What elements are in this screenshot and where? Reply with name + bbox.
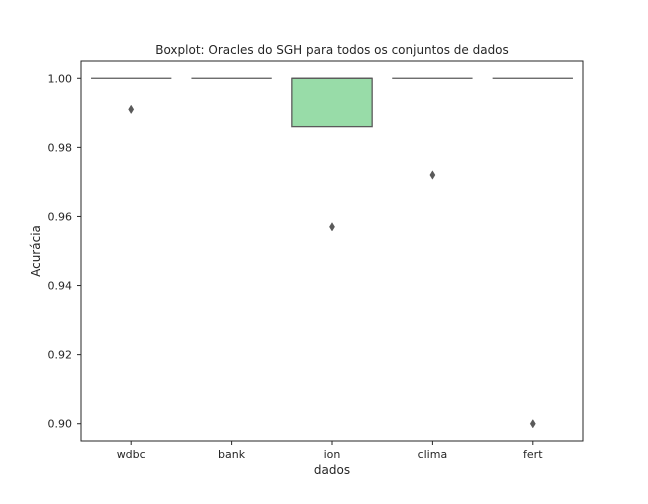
box-ion	[291, 77, 373, 128]
y-tick-label: 0.92	[48, 349, 73, 362]
outlier-point	[128, 104, 135, 115]
chart-title: Boxplot: Oracles do SGH para todos os co…	[155, 43, 509, 57]
y-tick-label: 0.98	[48, 141, 73, 154]
y-tick-label: 1.00	[48, 72, 73, 85]
x-tick-label: ion	[324, 448, 341, 461]
y-tick-label: 0.94	[48, 280, 73, 293]
x-tick-label: fert	[523, 448, 543, 461]
outlier-point	[429, 170, 436, 180]
x-tick-label: bank	[218, 448, 246, 461]
outlier-point	[329, 222, 335, 232]
x-tick-label: clima	[418, 448, 448, 461]
outlier-point	[529, 419, 536, 429]
y-axis-label: Acurácia	[29, 225, 43, 277]
plot-area: 0.90 0.92 0.94 0.96 0.98 1.00 wdbc bank ion clima…	[48, 60, 584, 461]
x-tick-label: wdbc	[117, 448, 146, 461]
x-axis-label: dados	[314, 463, 350, 477]
y-tick-label: 0.90	[48, 418, 73, 431]
y-tick-label: 0.96	[48, 210, 73, 223]
